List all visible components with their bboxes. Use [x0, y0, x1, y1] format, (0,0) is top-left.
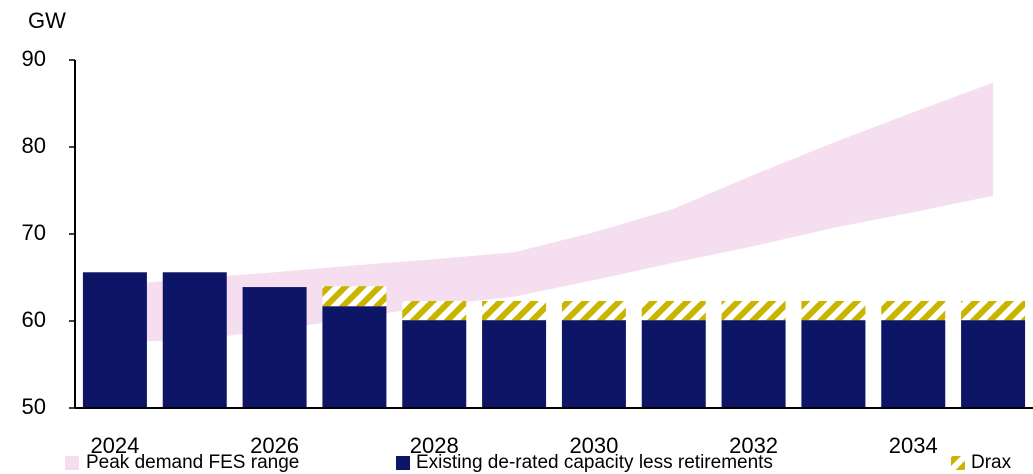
y-tick-label: 70 — [22, 220, 46, 245]
drax-bar — [402, 300, 467, 321]
drax-bar — [641, 300, 706, 321]
drax-bar — [721, 300, 786, 321]
bar — [561, 320, 626, 408]
legend-swatch — [951, 456, 965, 470]
drax-bar — [881, 300, 946, 321]
bar — [641, 320, 706, 408]
bar — [721, 320, 786, 408]
bar — [322, 306, 387, 408]
y-tick-label: 60 — [22, 307, 46, 332]
y-tick-label: 80 — [22, 133, 46, 158]
bar — [402, 320, 467, 408]
y-axis-label: GW — [28, 8, 66, 33]
legend-swatch — [65, 456, 79, 470]
bar — [242, 287, 307, 408]
bar — [881, 320, 946, 408]
drax-bar — [322, 286, 387, 307]
bar — [82, 272, 147, 408]
x-tick-label: 2030 — [569, 433, 618, 458]
drax-bar — [801, 300, 866, 321]
drax-bar — [482, 300, 547, 321]
bar — [482, 320, 547, 408]
bar — [961, 320, 1026, 408]
drax-bar — [561, 300, 626, 321]
legend-swatch — [396, 456, 410, 470]
range-area — [114, 82, 994, 342]
x-tick-label: 2024 — [90, 433, 139, 458]
x-tick-label: 2028 — [410, 433, 459, 458]
legend-label: Drax — [971, 452, 1012, 473]
x-tick-label: 2026 — [250, 433, 299, 458]
legend-label: Peak demand FES range — [86, 452, 299, 473]
drax-bar — [961, 300, 1026, 321]
y-tick-label: 90 — [22, 46, 46, 71]
y-tick-label: 50 — [22, 394, 46, 419]
x-tick-label: 2034 — [889, 433, 938, 458]
x-tick-label: 2032 — [729, 433, 778, 458]
bar — [162, 272, 227, 408]
legend-label: Existing de-rated capacity less retireme… — [416, 452, 773, 473]
bar — [801, 320, 866, 408]
